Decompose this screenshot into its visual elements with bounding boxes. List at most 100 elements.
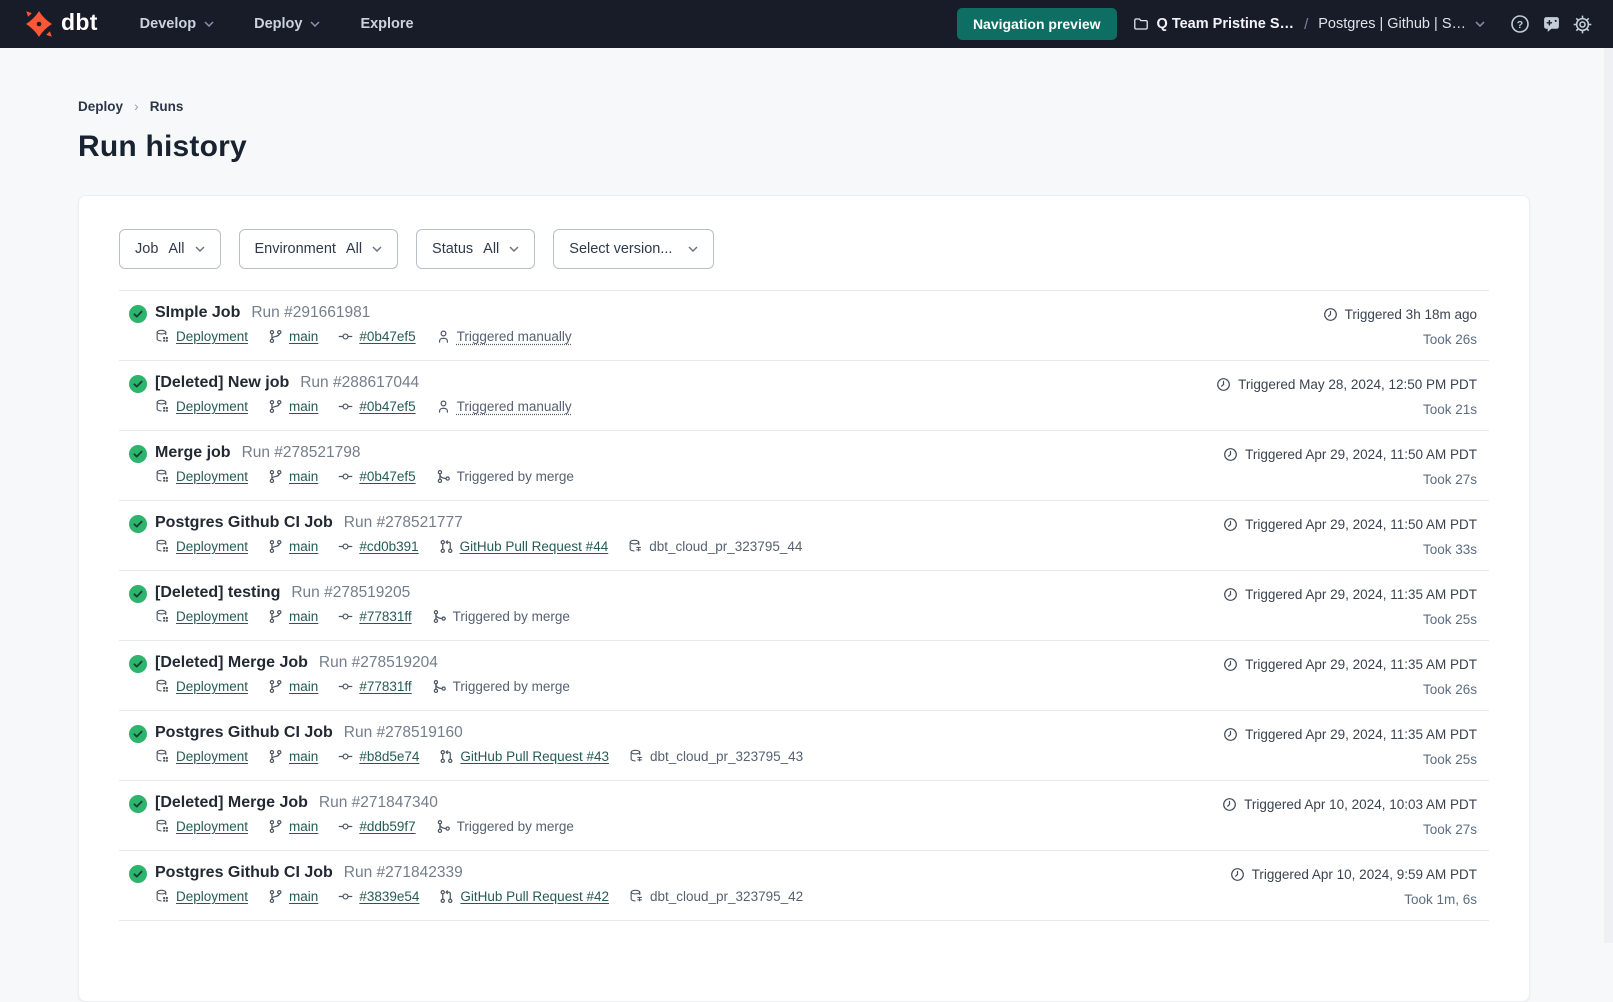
run-row[interactable]: [Deleted] Merge Job Run #271847340 <box>119 781 1489 851</box>
branch-link[interactable]: main <box>289 329 318 344</box>
branch-link[interactable]: main <box>289 819 318 834</box>
commit-item: #3839e54 <box>338 889 419 904</box>
commit-link[interactable]: #b8d5e74 <box>359 749 419 764</box>
run-row[interactable]: SImple Job Run #291661981 <box>119 291 1489 361</box>
triggered-at: Triggered 3h 18m ago <box>1323 307 1477 322</box>
trigger-label[interactable]: Triggered manually <box>457 399 572 414</box>
run-row[interactable]: Postgres Github CI Job Run #278521777 <box>119 501 1489 571</box>
run-title-line: [Deleted] Merge Job Run #271847340 <box>155 794 574 812</box>
git-branch-icon <box>268 609 283 624</box>
commit-link[interactable]: #77831ff <box>359 679 411 694</box>
commit-link[interactable]: #0b47ef5 <box>359 469 415 484</box>
git-branch-icon <box>268 329 283 344</box>
help-icon[interactable]: ? <box>1509 13 1531 35</box>
clock-icon <box>1223 517 1238 532</box>
run-row[interactable]: [Deleted] New job Run #288617044 <box>119 361 1489 431</box>
run-summary: Postgres Github CI Job Run #278519160 <box>129 724 803 780</box>
breadcrumb-deploy[interactable]: Deploy <box>78 99 123 114</box>
commit-item: #ddb59f7 <box>338 819 415 834</box>
success-check-icon <box>129 375 147 393</box>
pull-request-link[interactable]: GitHub Pull Request #43 <box>460 749 609 764</box>
duration-label: Took 33s <box>1423 542 1477 557</box>
environment-link[interactable]: Deployment <box>176 749 248 764</box>
branch-link[interactable]: main <box>289 889 318 904</box>
account-breadcrumb: Q Team Pristine S… / Postgres | Github |… <box>1133 16 1485 33</box>
commit-link[interactable]: #ddb59f7 <box>359 819 415 834</box>
run-text-block: [Deleted] Merge Job Run #271847340 <box>155 794 574 850</box>
success-check-icon <box>129 445 147 463</box>
branch-item: main <box>268 889 318 904</box>
environment-item: Deployment <box>155 469 248 484</box>
dbt-logo[interactable]: dbt <box>24 9 98 39</box>
branch-link[interactable]: main <box>289 609 318 624</box>
settings-gear-icon[interactable] <box>1571 13 1593 35</box>
nav-item-develop[interactable]: Develop <box>140 16 214 32</box>
git-branch-icon <box>268 889 283 904</box>
run-row[interactable]: [Deleted] testing Run #278519205 <box>119 571 1489 641</box>
triggered-at: Triggered Apr 29, 2024, 11:50 AM PDT <box>1223 517 1477 532</box>
database-grid-icon <box>155 399 170 414</box>
branch-link[interactable]: main <box>289 539 318 554</box>
run-row[interactable]: Postgres Github CI Job Run #271842339 <box>119 851 1489 921</box>
version-filter[interactable]: Select version... <box>553 229 714 269</box>
account-switcher[interactable]: Q Team Pristine S… <box>1133 16 1295 32</box>
environment-link[interactable]: Deployment <box>176 679 248 694</box>
branch-link[interactable]: main <box>289 679 318 694</box>
job-filter[interactable]: Job All <box>119 229 221 269</box>
environment-link[interactable]: Deployment <box>176 889 248 904</box>
commit-link[interactable]: #77831ff <box>359 609 411 624</box>
job-name: SImple Job <box>155 304 240 322</box>
run-row[interactable]: Merge job Run #278521798 <box>119 431 1489 501</box>
pull-request-link[interactable]: GitHub Pull Request #42 <box>460 889 609 904</box>
status-filter[interactable]: Status All <box>416 229 535 269</box>
commit-link[interactable]: #0b47ef5 <box>359 399 415 414</box>
breadcrumb-runs[interactable]: Runs <box>150 99 184 114</box>
person-icon <box>436 329 451 344</box>
trigger-label[interactable]: Triggered manually <box>457 329 572 344</box>
branch-link[interactable]: main <box>289 749 318 764</box>
run-title-line: Merge job Run #278521798 <box>155 444 574 462</box>
environment-link[interactable]: Deployment <box>176 819 248 834</box>
run-row[interactable]: Postgres Github CI Job Run #278519160 <box>119 711 1489 781</box>
nav-separator: / <box>1304 16 1308 33</box>
success-check-icon <box>129 655 147 673</box>
run-number: Run #278519160 <box>344 724 463 742</box>
run-row[interactable]: [Deleted] Merge Job Run #278519204 <box>119 641 1489 711</box>
triggered-at-label: Triggered 3h 18m ago <box>1345 307 1477 322</box>
pull-request-icon <box>439 749 454 764</box>
branch-item: main <box>268 819 318 834</box>
environment-link[interactable]: Deployment <box>176 399 248 414</box>
environment-link[interactable]: Deployment <box>176 609 248 624</box>
branch-link[interactable]: main <box>289 469 318 484</box>
clock-icon <box>1216 377 1231 392</box>
page-title: Run history <box>78 130 1530 164</box>
project-switcher[interactable]: Postgres | Github | S… <box>1318 16 1485 32</box>
environment-filter[interactable]: Environment All <box>239 229 399 269</box>
pull-request-link[interactable]: GitHub Pull Request #44 <box>460 539 609 554</box>
run-meta-line: Deployment main <box>155 469 574 484</box>
branch-link[interactable]: main <box>289 399 318 414</box>
run-text-block: Merge job Run #278521798 <box>155 444 574 500</box>
git-branch-icon <box>268 749 283 764</box>
git-merge-icon <box>432 609 447 624</box>
nav-item-explore[interactable]: Explore <box>360 16 413 32</box>
run-meta-line: Deployment main <box>155 889 803 904</box>
scrollbar[interactable] <box>1604 48 1613 943</box>
commit-link[interactable]: #0b47ef5 <box>359 329 415 344</box>
primary-nav: Develop Deploy Explore <box>140 16 414 32</box>
environment-link[interactable]: Deployment <box>176 329 248 344</box>
run-title-line: Postgres Github CI Job Run #278519160 <box>155 724 803 742</box>
environment-link[interactable]: Deployment <box>176 469 248 484</box>
triggered-at-label: Triggered May 28, 2024, 12:50 PM PDT <box>1238 377 1477 392</box>
nav-item-deploy[interactable]: Deploy <box>254 16 320 32</box>
commit-link[interactable]: #3839e54 <box>359 889 419 904</box>
git-branch-icon <box>268 539 283 554</box>
feedback-icon[interactable] <box>1540 13 1562 35</box>
git-branch-icon <box>268 399 283 414</box>
trigger-merge-item: Triggered by merge <box>432 609 570 624</box>
commit-link[interactable]: #cd0b391 <box>359 539 418 554</box>
clock-icon <box>1223 657 1238 672</box>
navigation-preview-button[interactable]: Navigation preview <box>957 8 1117 40</box>
environment-link[interactable]: Deployment <box>176 539 248 554</box>
project-name: Postgres | Github | S… <box>1318 16 1466 32</box>
